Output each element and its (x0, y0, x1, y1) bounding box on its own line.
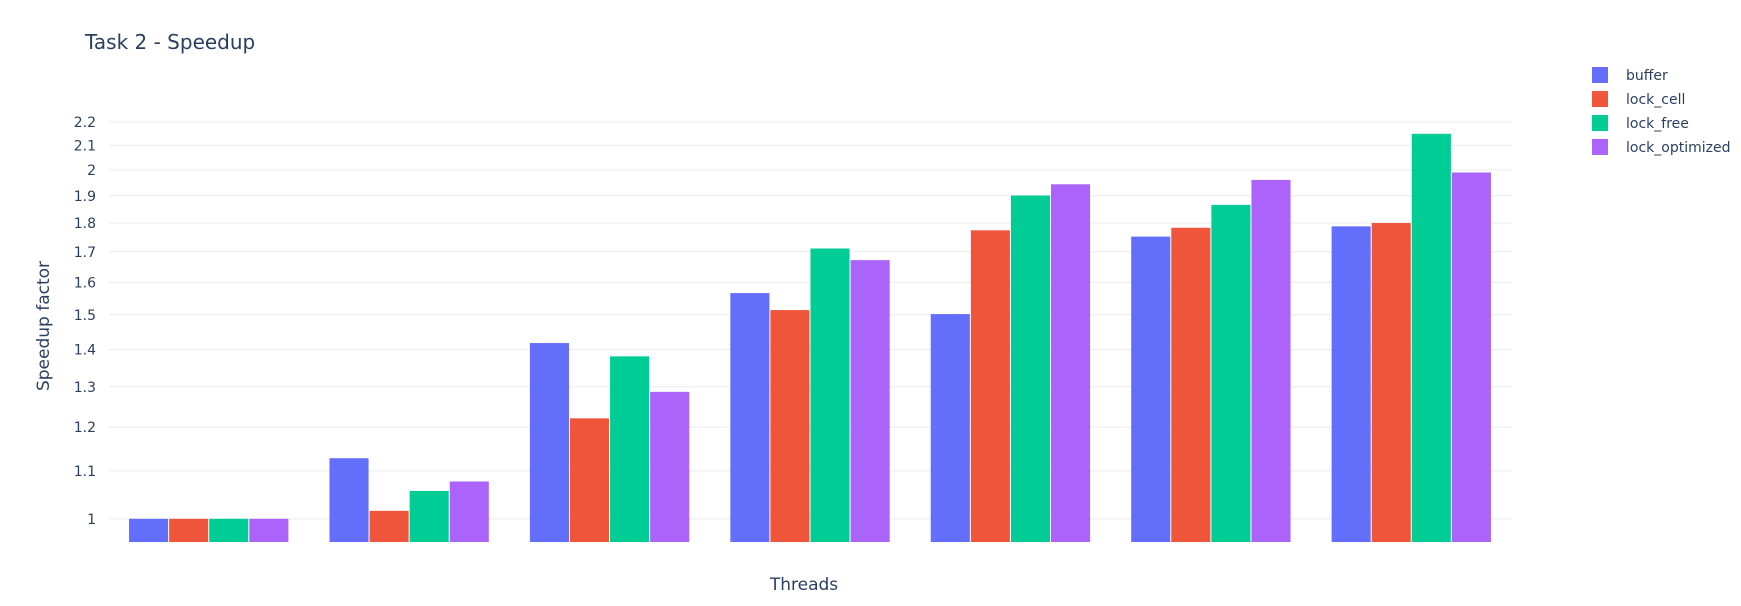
y-tick-label: 1 (87, 512, 96, 528)
bar-lock-optimized (1251, 179, 1291, 542)
chart-title: Task 2 - Speedup (84, 30, 255, 54)
y-tick-label: 1.5 (74, 308, 96, 324)
y-tick-label: 1.6 (74, 275, 96, 291)
y-tick-label: 1.3 (74, 380, 96, 396)
y-tick-label: 2 (87, 163, 96, 179)
legend: buffer lock_cell lock_free lock_optimized (1592, 67, 1730, 156)
legend-swatch (1592, 115, 1608, 131)
bar-lock-optimized (449, 481, 489, 542)
bar-buffer (529, 343, 569, 542)
bar-lock-cell (770, 310, 810, 542)
bar-lock-optimized (1051, 184, 1091, 543)
legend-label: buffer (1626, 68, 1668, 84)
bar-lock-free (1211, 204, 1251, 542)
y-tick-label: 2.2 (74, 115, 96, 131)
y-tick-label: 1.8 (74, 216, 96, 232)
bar-lock-cell (569, 418, 610, 542)
bar-buffer (730, 293, 770, 542)
y-axis-ticks: 1 1.1 1.2 1.3 1.4 1.5 1.6 1.7 1.8 1.9 2 2.1 2.2 (74, 115, 96, 528)
bar-lock-free (610, 356, 650, 542)
bar-lock-free (1411, 133, 1451, 543)
y-axis-title: Speedup factor (34, 261, 54, 391)
bar-lock-free (209, 518, 249, 542)
bar-buffer (129, 518, 169, 542)
bar-buffer (1331, 226, 1371, 542)
y-tick-label: 2.1 (74, 138, 96, 154)
bar-lock-cell (1371, 222, 1411, 543)
bar-buffer (1131, 236, 1171, 543)
y-tick-label: 1.4 (74, 342, 96, 358)
bar-lock-cell (1171, 227, 1211, 542)
y-tick-label: 1.1 (74, 464, 96, 480)
bar-buffer (329, 458, 369, 542)
x-axis-title: Threads (769, 575, 838, 595)
bar-lock-optimized (249, 518, 289, 542)
legend-swatch (1592, 67, 1608, 83)
bar-lock-free (810, 248, 850, 542)
bars (129, 133, 1491, 543)
y-tick-label: 1.7 (74, 245, 96, 261)
legend-label: lock_optimized (1626, 140, 1730, 156)
bar-lock-optimized (850, 260, 890, 542)
bar-lock-cell (970, 230, 1010, 542)
legend-label: lock_free (1626, 116, 1689, 132)
bar-lock-cell (169, 518, 209, 542)
bar-lock-free (409, 490, 449, 542)
bar-lock-free (1010, 195, 1051, 543)
bar-buffer (930, 314, 970, 542)
y-tick-label: 1.2 (74, 420, 96, 436)
legend-swatch (1592, 139, 1608, 155)
legend-label: lock_cell (1626, 92, 1685, 108)
bar-lock-cell (369, 510, 409, 542)
legend-swatch (1592, 91, 1608, 107)
y-tick-label: 1.9 (74, 189, 96, 205)
bar-lock-optimized (1451, 172, 1491, 542)
bar-lock-optimized (650, 391, 690, 542)
